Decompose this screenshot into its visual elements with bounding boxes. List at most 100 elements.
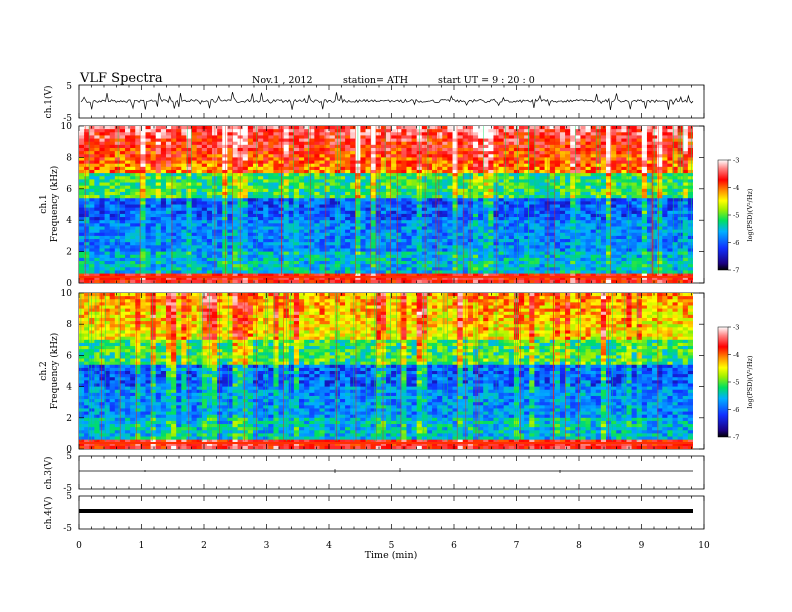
- spectrogram-cell: [457, 138, 464, 143]
- spectrogram-cell: [252, 213, 259, 218]
- spectrogram-cell: [247, 226, 254, 231]
- spectrogram-cell: [293, 245, 300, 249]
- spectrogram-cell: [447, 195, 453, 199]
- spectrogram-cell: [565, 229, 571, 234]
- spectrogram-cell: [386, 195, 392, 199]
- spectrogram-cell: [432, 160, 438, 165]
- spectrogram-cell: [114, 188, 121, 193]
- spectrogram-cell: [232, 232, 239, 237]
- spectrogram-cell: [396, 242, 402, 246]
- spectrogram-cell: [309, 226, 315, 231]
- spectrogram-cell: [519, 248, 525, 252]
- spectrogram-cell: [483, 204, 489, 209]
- spectrogram-cell: [498, 129, 505, 133]
- spectrogram-cell: [217, 239, 223, 243]
- spectrogram-cell: [273, 182, 279, 187]
- spectrogram-cell: [452, 232, 459, 237]
- spectrogram-cell: [329, 182, 336, 187]
- spectrogram-cell: [314, 270, 320, 274]
- spectrogram-cell: [457, 135, 464, 139]
- spectrogram-cell: [565, 185, 571, 190]
- spectrogram-cell: [350, 147, 356, 152]
- spectrogram-cell: [324, 195, 331, 199]
- spectrogram-cell: [508, 257, 515, 262]
- spectrogram-cell: [299, 254, 305, 259]
- spectrogram-cell: [411, 151, 418, 155]
- spectrogram-cell: [416, 279, 423, 283]
- spectrogram-cell: [570, 213, 576, 218]
- spectrogram-cell: [467, 204, 474, 209]
- spectrogram-cell: [125, 135, 131, 139]
- spectrogram-cell: [94, 248, 100, 252]
- spectrogram-cell: [324, 126, 331, 130]
- spectrogram-cell: [247, 210, 254, 215]
- spectrogram-cell: [498, 188, 505, 193]
- spectrogram-cell: [432, 173, 438, 177]
- spectrogram-cell: [472, 188, 479, 193]
- spectrogram-cell: [472, 179, 479, 183]
- spectrogram-cell: [467, 154, 474, 158]
- spectrogram-cell: [524, 188, 530, 193]
- spectrogram-cell: [442, 185, 448, 190]
- spectrogram-cell: [529, 129, 535, 133]
- spectrogram-cell: [155, 251, 162, 256]
- spectrogram-cell: [508, 248, 515, 252]
- spectrogram-cell: [145, 169, 152, 174]
- spectrogram-cell: [114, 217, 121, 221]
- spectrogram-cell: [79, 279, 85, 283]
- spectrogram-cell: [360, 279, 366, 283]
- spectrogram-cell: [232, 191, 239, 196]
- spectrogram-cell: [386, 166, 392, 171]
- spectrogram-cell: [339, 147, 346, 152]
- spectrogram-cell: [217, 273, 223, 278]
- spectrogram-cell: [140, 242, 146, 246]
- spectrogram-cell: [483, 251, 489, 256]
- spectrogram-cell: [467, 132, 474, 136]
- spectrogram-cell: [539, 138, 546, 143]
- spectrogram-cell: [345, 157, 351, 161]
- spectrogram-cell: [150, 157, 157, 161]
- spectrogram-cell: [206, 154, 213, 158]
- spectrogram-cell: [206, 157, 213, 161]
- spectrogram-cell: [217, 223, 223, 227]
- spectrogram-cell: [498, 257, 505, 262]
- spectrogram-cell: [309, 169, 315, 174]
- spectrogram-cell: [130, 198, 136, 202]
- spectrogram-cell: [79, 210, 85, 215]
- spectrogram-cell: [273, 213, 279, 218]
- spectrogram-cell: [421, 169, 428, 174]
- spectrogram-cell: [242, 261, 249, 265]
- spectrogram-cell: [467, 157, 474, 161]
- spectrogram-cell: [375, 138, 382, 143]
- spectrogram-cell: [79, 229, 85, 234]
- spectrogram-cell: [283, 166, 290, 171]
- spectrogram-cell: [145, 141, 152, 146]
- spectrogram-cell: [401, 151, 407, 155]
- spectrogram-cell: [498, 229, 505, 234]
- spectrogram-cell: [498, 169, 505, 174]
- spectrogram-cell: [462, 157, 469, 161]
- spectrogram-cell: [309, 144, 315, 149]
- spectrogram-cell: [165, 229, 172, 234]
- spectrogram-cell: [406, 129, 412, 133]
- spectrogram-cell: [84, 141, 90, 146]
- spectrogram-cell: [155, 179, 162, 183]
- spectrogram-cell: [206, 267, 213, 271]
- spectrogram-cell: [84, 188, 90, 193]
- spectrogram-cell: [309, 151, 315, 155]
- spectrogram-cell: [554, 267, 561, 271]
- spectrogram-cell: [534, 257, 540, 262]
- spectrogram-cell: [559, 239, 566, 243]
- spectrogram-cell: [559, 188, 566, 193]
- spectrogram-cell: [565, 147, 571, 152]
- spectrogram-cell: [488, 126, 494, 130]
- spectrogram-cell: [401, 144, 407, 149]
- spectrogram-cell: [145, 179, 152, 183]
- spectrogram-cell: [462, 176, 469, 180]
- spectrogram-cell: [462, 207, 469, 212]
- spectrogram-cell: [559, 245, 566, 249]
- spectrogram-cell: [206, 132, 213, 136]
- spectrogram-cell: [217, 132, 223, 136]
- spectrogram-cell: [288, 179, 295, 183]
- spectrogram-cell: [104, 179, 111, 183]
